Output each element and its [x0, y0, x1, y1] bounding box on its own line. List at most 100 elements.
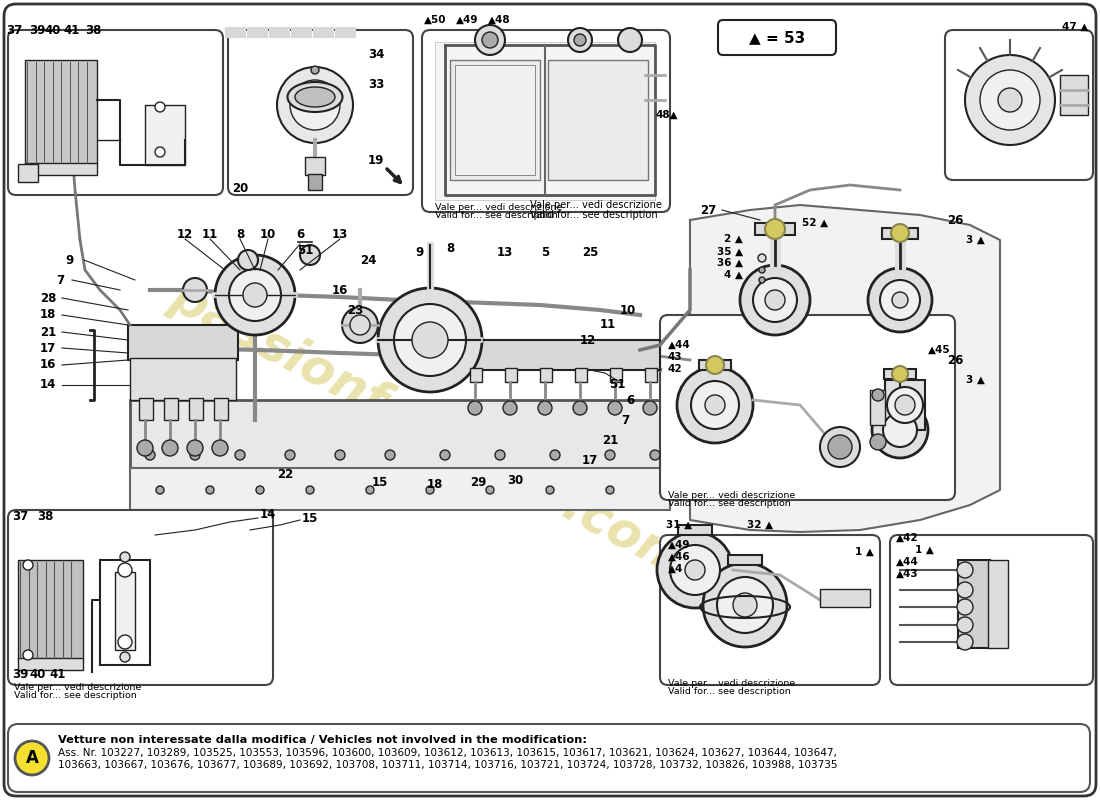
- Circle shape: [606, 486, 614, 494]
- Text: 7: 7: [56, 274, 64, 286]
- Circle shape: [311, 66, 319, 74]
- Circle shape: [486, 486, 494, 494]
- Text: 35 ▲: 35 ▲: [717, 247, 743, 257]
- Text: Vale per... vedi descrizione: Vale per... vedi descrizione: [530, 200, 662, 210]
- Text: 48▲: 48▲: [654, 110, 678, 120]
- Text: ▲44: ▲44: [668, 340, 691, 350]
- Bar: [1060, 75, 1088, 115]
- FancyBboxPatch shape: [660, 535, 880, 685]
- Circle shape: [998, 88, 1022, 112]
- Circle shape: [828, 435, 852, 459]
- Text: 23: 23: [346, 303, 363, 317]
- Bar: [460, 340, 660, 370]
- Text: 39: 39: [12, 669, 29, 682]
- Bar: [100, 560, 150, 665]
- Circle shape: [883, 413, 917, 447]
- Circle shape: [475, 25, 505, 55]
- Circle shape: [229, 269, 280, 321]
- FancyBboxPatch shape: [890, 535, 1093, 685]
- Circle shape: [120, 652, 130, 662]
- Circle shape: [190, 450, 200, 460]
- Circle shape: [306, 486, 313, 494]
- Text: 38: 38: [85, 23, 101, 37]
- Text: 4 ▲: 4 ▲: [724, 270, 743, 280]
- Ellipse shape: [287, 82, 342, 112]
- Bar: [189, 398, 204, 420]
- Circle shape: [892, 366, 907, 382]
- Text: 1 ▲: 1 ▲: [914, 545, 934, 555]
- Text: 21: 21: [40, 326, 56, 338]
- Text: 34: 34: [368, 49, 384, 62]
- FancyBboxPatch shape: [660, 315, 955, 500]
- Circle shape: [691, 381, 739, 429]
- Bar: [455, 65, 535, 175]
- Bar: [164, 398, 178, 420]
- Bar: [470, 368, 482, 382]
- Text: ▲ = 53: ▲ = 53: [749, 30, 805, 46]
- Circle shape: [608, 401, 622, 415]
- Text: 29: 29: [470, 475, 486, 489]
- Circle shape: [568, 28, 592, 52]
- Text: 16: 16: [40, 358, 56, 371]
- Text: 11: 11: [202, 229, 218, 242]
- Bar: [434, 42, 654, 200]
- Text: 42: 42: [668, 364, 683, 374]
- Text: 7: 7: [620, 414, 629, 426]
- FancyBboxPatch shape: [422, 30, 670, 212]
- Circle shape: [300, 245, 320, 265]
- Bar: [728, 555, 762, 565]
- Text: 24: 24: [360, 254, 376, 266]
- Text: Vale per... vedi descrizione: Vale per... vedi descrizione: [14, 682, 141, 691]
- FancyBboxPatch shape: [945, 30, 1093, 180]
- Text: 28: 28: [40, 291, 56, 305]
- Circle shape: [385, 450, 395, 460]
- Text: 43: 43: [668, 352, 683, 362]
- Circle shape: [366, 486, 374, 494]
- Bar: [678, 525, 712, 535]
- Bar: [505, 368, 517, 382]
- Circle shape: [717, 577, 773, 633]
- Circle shape: [957, 582, 974, 598]
- Text: 21: 21: [602, 434, 618, 446]
- Bar: [870, 390, 886, 425]
- Circle shape: [887, 387, 923, 423]
- Text: 17: 17: [40, 342, 56, 354]
- Circle shape: [214, 255, 295, 335]
- Bar: [130, 400, 670, 470]
- Circle shape: [957, 617, 974, 633]
- Circle shape: [644, 401, 657, 415]
- Bar: [645, 368, 657, 382]
- Circle shape: [676, 367, 754, 443]
- Circle shape: [206, 486, 214, 494]
- Circle shape: [758, 254, 766, 262]
- Text: 15: 15: [372, 475, 388, 489]
- Circle shape: [868, 268, 932, 332]
- Text: 41: 41: [64, 23, 80, 37]
- Text: Ass. Nr. 103227, 103289, 103525, 103553, 103596, 103600, 103609, 103612, 103613,: Ass. Nr. 103227, 103289, 103525, 103553,…: [58, 748, 837, 758]
- Text: 37: 37: [6, 23, 22, 37]
- Circle shape: [891, 224, 909, 242]
- Text: 12: 12: [580, 334, 596, 346]
- Bar: [18, 164, 38, 182]
- Text: Valid for... see description: Valid for... see description: [434, 210, 558, 219]
- Text: ▲50: ▲50: [424, 15, 447, 25]
- Text: 15: 15: [301, 511, 318, 525]
- Text: 37: 37: [12, 510, 29, 523]
- Text: 40: 40: [30, 669, 46, 682]
- Circle shape: [468, 401, 482, 415]
- Circle shape: [957, 634, 974, 650]
- Bar: [575, 368, 587, 382]
- Circle shape: [670, 545, 720, 595]
- Circle shape: [156, 486, 164, 494]
- Text: 103663, 103667, 103676, 103677, 103689, 103692, 103708, 103711, 103714, 103716, : 103663, 103667, 103676, 103677, 103689, …: [58, 760, 837, 770]
- Circle shape: [243, 283, 267, 307]
- Circle shape: [880, 280, 920, 320]
- Circle shape: [550, 450, 560, 460]
- Text: 25: 25: [582, 246, 598, 258]
- FancyBboxPatch shape: [8, 724, 1090, 792]
- Text: ▲44: ▲44: [896, 557, 918, 567]
- Bar: [214, 398, 228, 420]
- Circle shape: [980, 70, 1040, 130]
- Text: Valid for... see description: Valid for... see description: [668, 686, 791, 695]
- Text: Vale per... vedi descrizione: Vale per... vedi descrizione: [434, 202, 562, 211]
